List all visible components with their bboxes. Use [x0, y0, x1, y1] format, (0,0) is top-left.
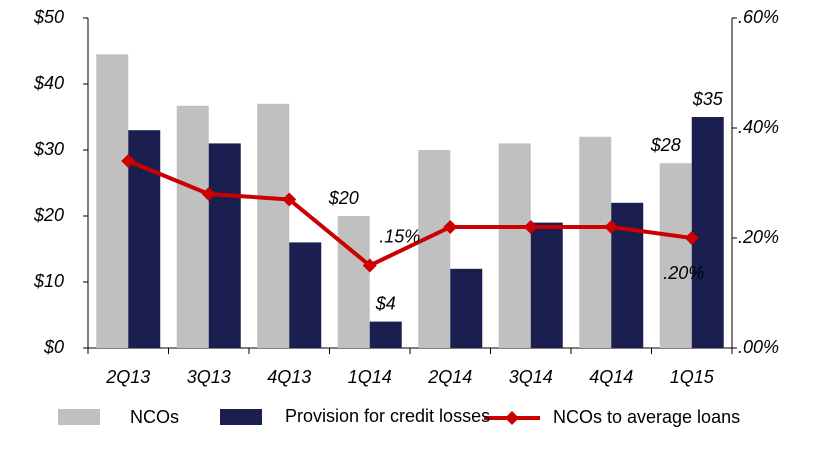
data-label: .15% — [379, 226, 420, 246]
bar — [498, 143, 531, 348]
bar — [418, 150, 451, 348]
x-tick-label: 1Q15 — [670, 367, 715, 387]
line-marker — [604, 220, 619, 234]
legend-swatch — [220, 409, 262, 425]
data-label: .20% — [663, 263, 704, 283]
bar — [450, 268, 483, 348]
legend-label: Provision for credit losses — [285, 406, 491, 426]
x-tick-label: 2Q13 — [105, 367, 150, 387]
bar — [257, 103, 290, 348]
data-label: $28 — [650, 135, 681, 155]
data-label: $35 — [692, 89, 724, 109]
y2-tick-label: .20% — [738, 227, 779, 247]
x-tick-label: 4Q13 — [267, 367, 311, 387]
y2-tick-label: .40% — [738, 117, 779, 137]
y2-tick-label: .60% — [738, 7, 779, 27]
bar — [176, 105, 209, 348]
y-tick-label: $40 — [33, 73, 64, 93]
x-tick-label: 4Q14 — [589, 367, 633, 387]
line-marker — [201, 187, 216, 201]
x-tick-label: 3Q13 — [187, 367, 231, 387]
line-marker — [523, 220, 538, 234]
line-marker — [443, 220, 458, 234]
bar — [369, 321, 402, 348]
bar — [579, 136, 612, 348]
x-tick-label: 2Q14 — [427, 367, 472, 387]
legend-label: NCOs — [130, 407, 179, 427]
legend-swatch — [505, 411, 519, 425]
bar — [691, 117, 724, 348]
line-marker — [121, 154, 136, 168]
y-tick-label: $0 — [43, 337, 64, 357]
bar — [208, 143, 241, 348]
bar — [96, 54, 129, 349]
y-tick-label: $10 — [33, 271, 64, 291]
y-tick-label: $20 — [33, 205, 64, 225]
x-tick-label: 1Q14 — [348, 367, 392, 387]
line-marker — [282, 192, 297, 207]
legend-label: NCOs to average loans — [553, 407, 740, 427]
bar — [611, 202, 644, 348]
data-label: $4 — [375, 293, 396, 313]
line-marker — [362, 258, 377, 273]
line — [127, 159, 693, 268]
legend-swatch — [58, 409, 100, 425]
bar — [659, 163, 692, 348]
y-tick-label: $30 — [33, 139, 64, 159]
y2-tick-label: .00% — [738, 337, 779, 357]
bar — [337, 216, 370, 348]
data-label: $20 — [328, 188, 359, 208]
bar — [530, 222, 563, 348]
x-tick-label: 3Q14 — [509, 367, 553, 387]
line-marker — [684, 231, 699, 245]
bar — [289, 242, 322, 348]
y-tick-label: $50 — [33, 7, 64, 27]
